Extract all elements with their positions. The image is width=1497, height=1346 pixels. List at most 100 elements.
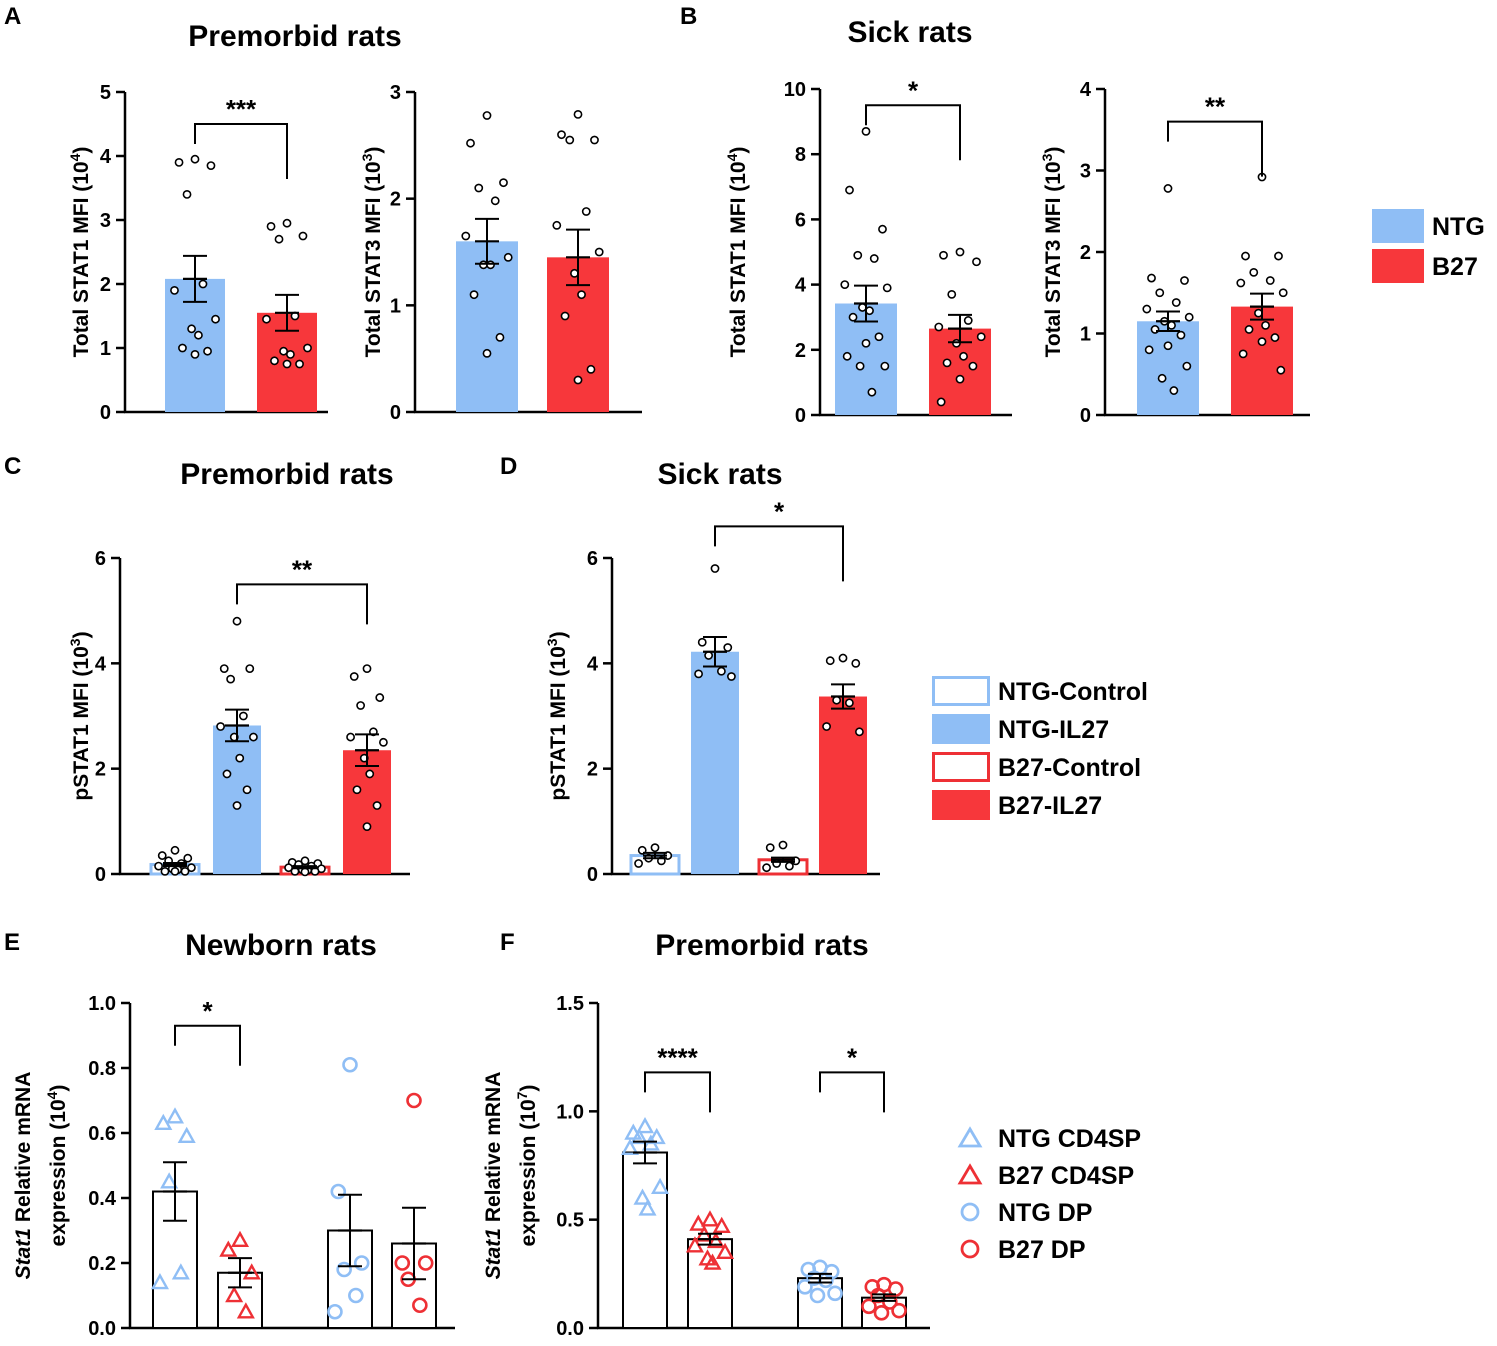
data-point [765,843,775,853]
y-tick-label: 4 [1080,79,1092,101]
y-tick-label: 0.6 [88,1123,116,1145]
data-point [882,283,892,293]
data-point [1278,288,1288,298]
y-tick-label: 2 [1080,242,1091,264]
bar-group-ntg [165,154,225,412]
legend-item: NTG CD4SP [957,1125,1141,1153]
data-point [284,863,293,873]
bracket-line [1167,120,1263,177]
data-point [482,348,492,358]
chart-c: Premorbid rats 0 2 4 6 pSTAT1 MFI (103) ** [67,458,410,886]
data-point [286,349,295,359]
data-point [581,207,591,216]
data-point [838,653,848,663]
data-point [573,375,583,385]
data-point-triangle [150,1273,169,1290]
data-point-triangle [160,1172,179,1189]
y-tick-label: 2 [795,340,806,362]
chart-b1: Sick rats 0 2 4 6 8 10 Total STAT1 MFI (104) * [724,16,1012,427]
legend-label: B27-Control [998,754,1141,782]
data-point [170,845,180,855]
data-point [1238,349,1248,359]
significance-stars: * [847,1042,858,1072]
data-point [1163,184,1173,193]
y-axis-label: Total STAT1 MFI (104) [67,147,93,358]
data-point [577,290,586,300]
y-tick-label: 8 [795,144,806,166]
chart-d: Sick rats 0 2 4 6 pSTAT1 MFI (103) * [544,458,880,886]
panel-letter-b: B [680,3,697,30]
panel-letters: A B C D E F [4,3,697,956]
data-point [972,257,981,267]
data-point [590,135,599,145]
data-point [1157,373,1167,383]
data-point [375,693,385,702]
bar-group-ntg [835,126,897,415]
bar-group-b27-dp [861,1276,907,1329]
data-point [851,658,861,668]
panel-letter-c: C [4,453,21,480]
legend-swatch [932,714,990,744]
data-point [822,722,831,731]
data-point [573,110,583,119]
data-point [1261,320,1270,330]
data-point [723,643,733,652]
y-tick-label: 10 [784,79,806,101]
data-point [232,616,242,626]
data-point-circle [891,1302,907,1319]
data-point [295,359,304,369]
y-tick-label: 0 [795,405,806,427]
data-point [170,866,180,876]
y-axis-label: pSTAT1 MFI (103) [67,631,93,800]
bar-group-b27-cd4sp [217,1230,263,1329]
data-point-circle [342,1056,358,1073]
panel-letter-a: A [4,3,21,30]
data-point [1254,308,1263,318]
legend-cd: NTG-Control NTG-IL27 B27-Control B27-IL27 [932,676,1148,820]
bracket-line [819,1071,885,1113]
significance-bracket: **** [644,1042,711,1113]
bracket-line [194,123,288,179]
data-point [352,785,362,795]
data-point-triangle [638,1199,657,1216]
data-point [1236,278,1246,288]
data-point [379,737,388,747]
data-point [861,126,871,136]
data-point-triangle [633,1188,652,1205]
data-point-circle [827,1285,843,1302]
y-tick-label: 3 [390,82,401,104]
data-point [279,346,288,356]
significance-bracket: * [819,1042,885,1113]
data-point [303,343,312,353]
data-point [1241,251,1250,261]
chart-e: Newborn rats 0.0 0.2 0.4 0.6 0.8 1.0 Stat1 Rela… [12,929,455,1340]
data-point [778,840,788,850]
data-point [194,330,203,340]
y-tick-label: 0 [95,864,106,886]
data-point-circle [353,1255,370,1271]
significance-stars: ** [292,554,313,584]
y-tick-label: 0.8 [88,1058,116,1080]
data-point [865,306,874,316]
bar-group-b27 [929,247,991,415]
data-point-triangle [177,1126,196,1144]
significance-bracket: ** [236,554,368,625]
data-point [242,785,252,795]
data-point [474,183,484,193]
data-point-circle [797,1279,813,1295]
data-point-circle [873,1305,890,1321]
y-tick-label: 0.5 [556,1210,584,1232]
y-tick-label: 2 [100,274,111,296]
bar [456,241,518,412]
data-point-triangle [236,1302,255,1319]
data-point-circle [412,1297,428,1314]
data-point [266,221,276,231]
significance-bracket: ** [1167,92,1263,177]
data-point [942,358,952,368]
bar-group-b27-dp [391,1092,437,1329]
y-tick-label: 0 [587,864,598,886]
legend-label: B27-IL27 [998,792,1102,820]
data-point [955,247,965,257]
data-point-triangle [651,1177,670,1194]
